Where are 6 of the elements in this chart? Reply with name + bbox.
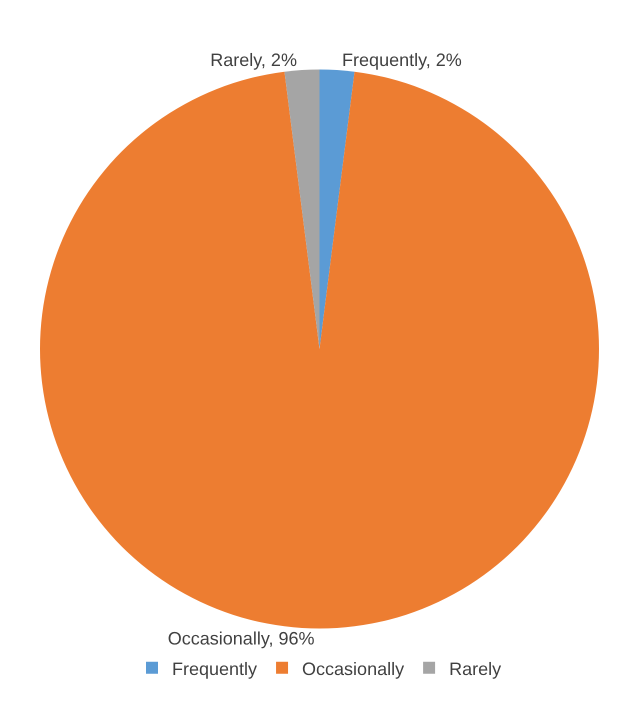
legend-label: Frequently	[172, 658, 258, 679]
legend-label: Rarely	[449, 658, 502, 679]
data-label: Frequently, 2%	[342, 50, 462, 70]
data-label: Rarely, 2%	[210, 50, 297, 70]
legend-label: Occasionally	[302, 658, 404, 679]
data-label: Occasionally, 96%	[168, 628, 314, 648]
